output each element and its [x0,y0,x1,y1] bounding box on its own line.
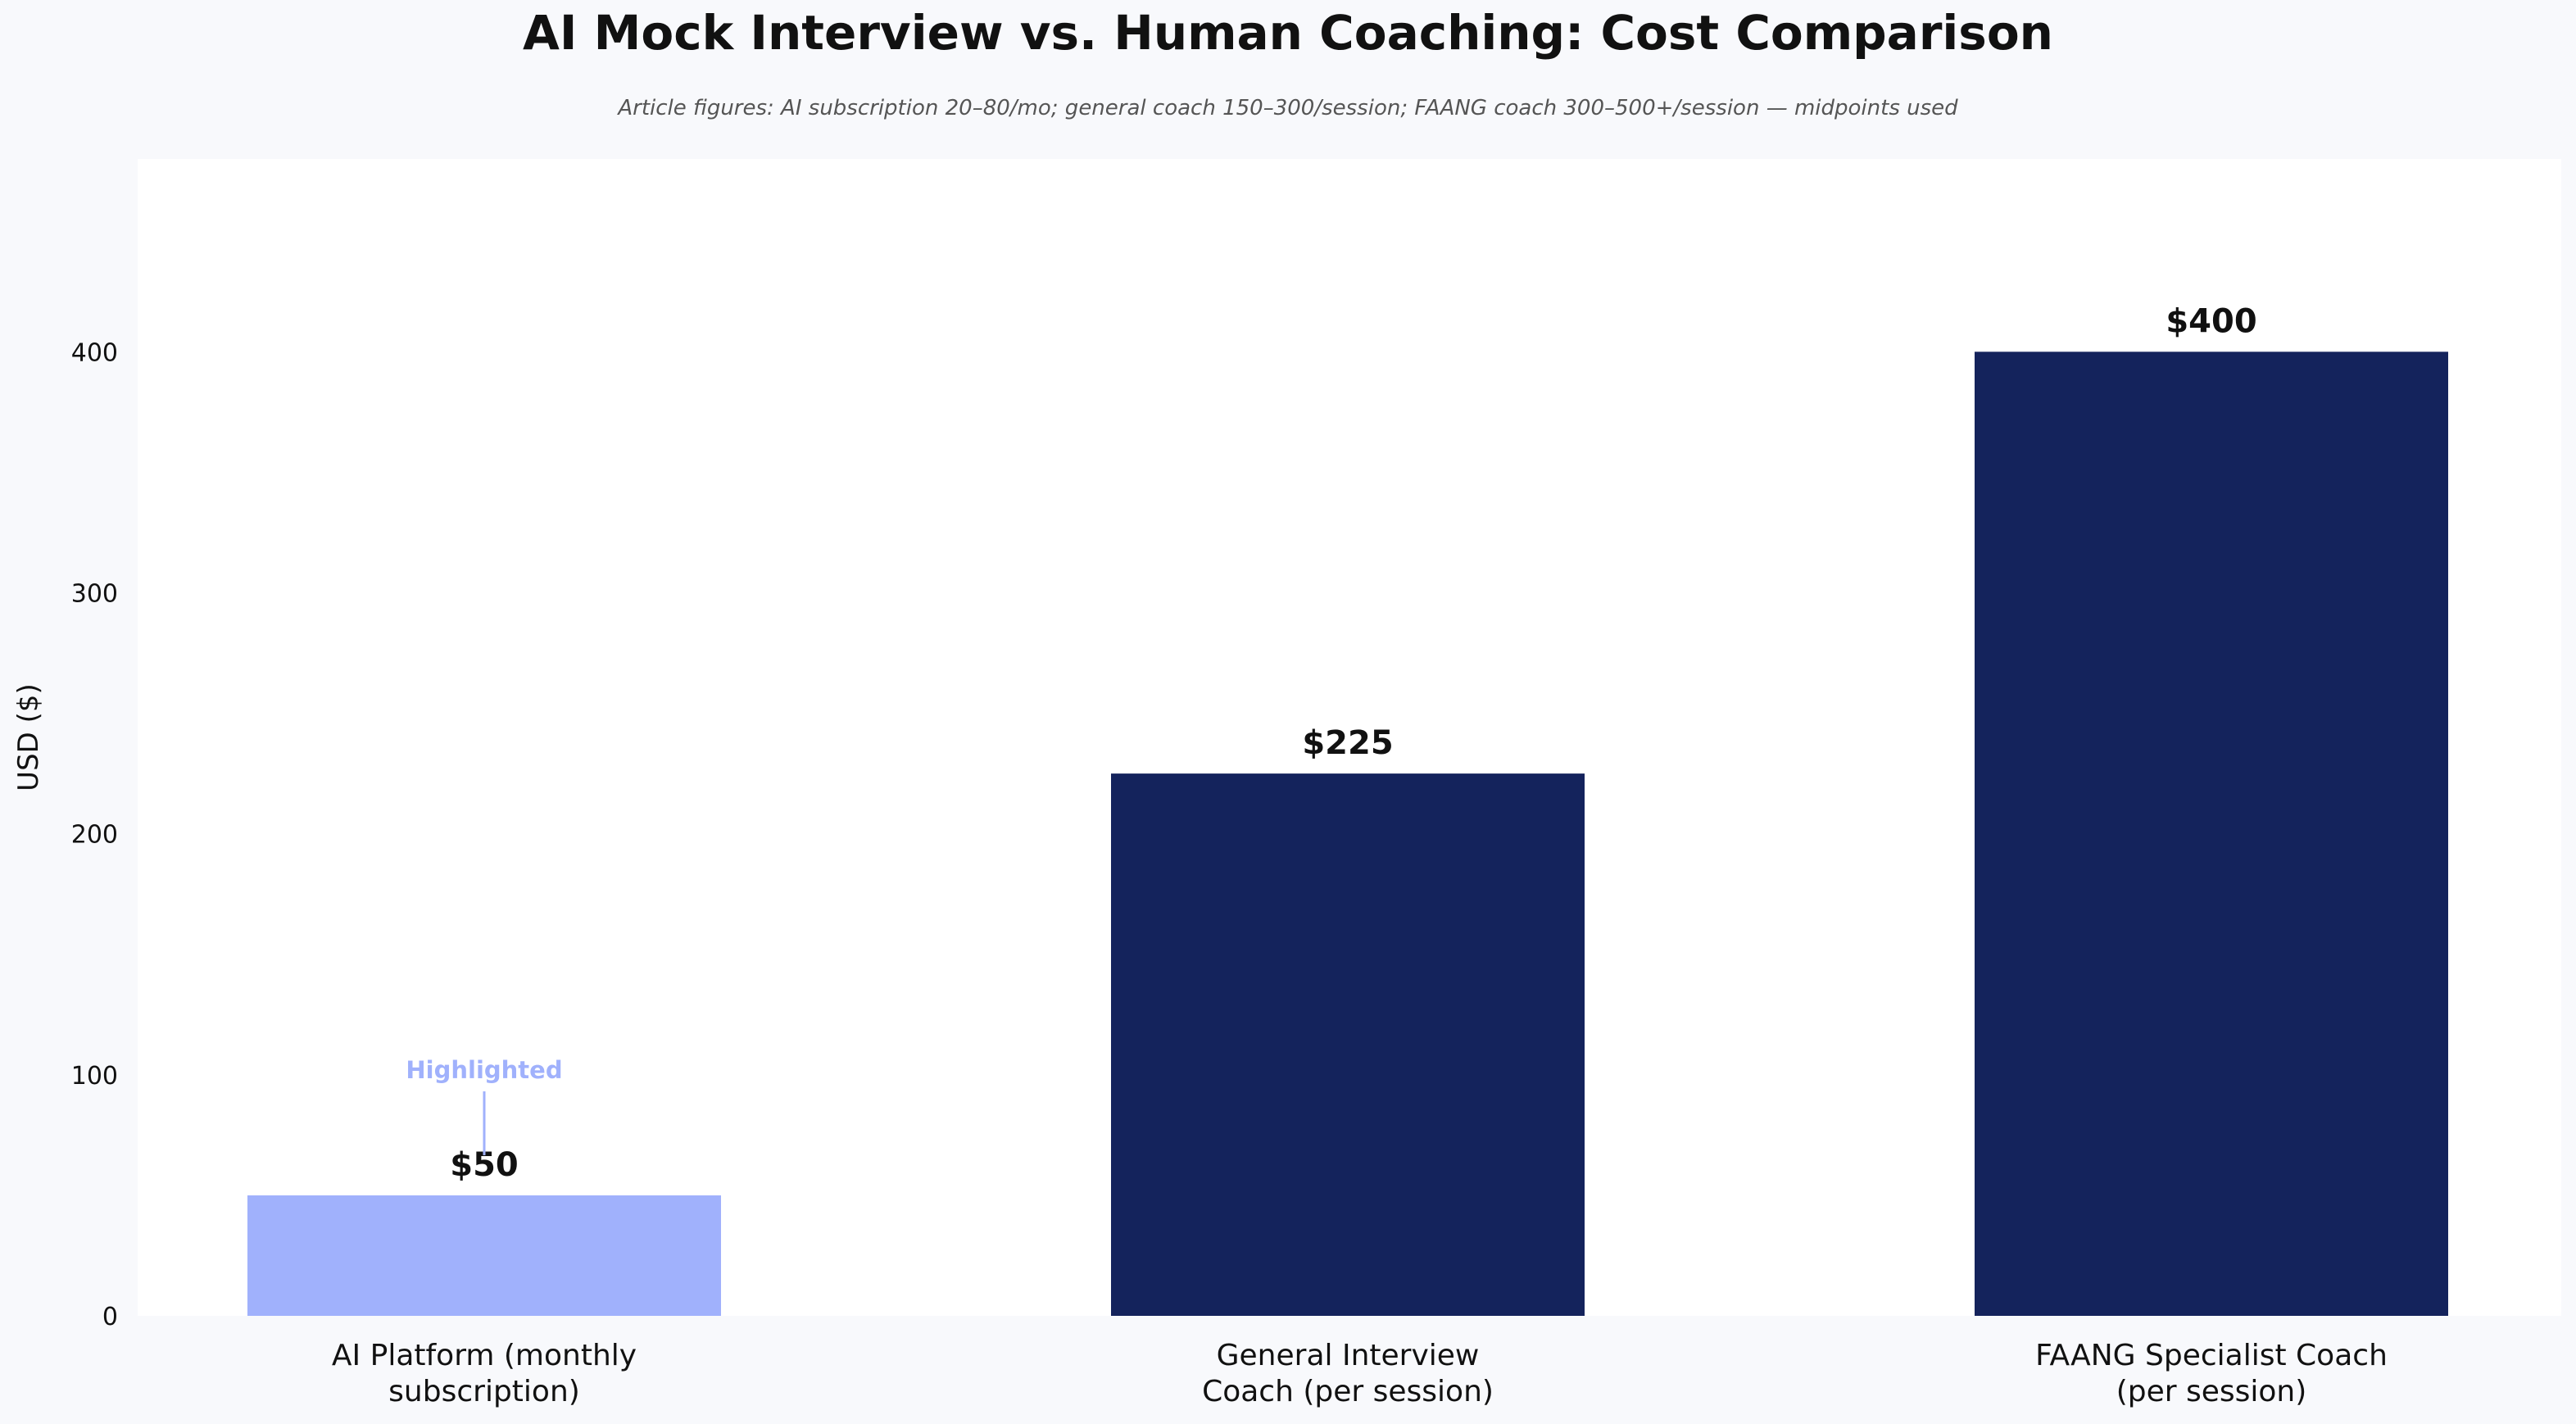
x-tick-label-line: AI Platform (monthly [332,1339,637,1372]
x-tick-label-line: General Interview [1217,1339,1480,1372]
x-tick-label: General Interview Coach (per session) [1202,1339,1494,1408]
bars [247,351,2448,1316]
x-tick-labels: AI Platform (monthly subscription) General… [332,1339,2388,1408]
chart-subtitle: Article figures: AI subscription 20–80/m… [616,96,1958,120]
annotation-text: Highlighted [406,1056,562,1084]
bar [247,1195,721,1316]
y-tick-label: 100 [71,1062,118,1091]
x-tick-label-line: Coach (per session) [1202,1375,1494,1408]
y-tick-label: 400 [71,338,118,367]
y-tick-label: 0 [102,1303,118,1331]
x-tick-label: AI Platform (monthly subscription) [332,1339,637,1408]
y-tick-label: 300 [71,580,118,609]
y-tick-label: 200 [71,821,118,850]
bar [1111,773,1585,1316]
bar [1975,351,2448,1316]
value-label: $400 [2166,302,2256,340]
chart-title: AI Mock Interview vs. Human Coaching: Co… [523,5,2053,61]
x-tick-label-line: (per session) [2116,1375,2307,1408]
x-tick-label-line: subscription) [388,1375,580,1408]
value-label: $225 [1302,724,1393,762]
x-tick-label: FAANG Specialist Coach (per session) [2035,1339,2388,1408]
annotation: Highlighted [406,1056,563,1155]
x-tick-label-line: FAANG Specialist Coach [2035,1339,2388,1372]
y-ticks: 0 100 200 300 400 [71,338,118,1331]
y-axis-label: USD ($) [12,683,45,791]
